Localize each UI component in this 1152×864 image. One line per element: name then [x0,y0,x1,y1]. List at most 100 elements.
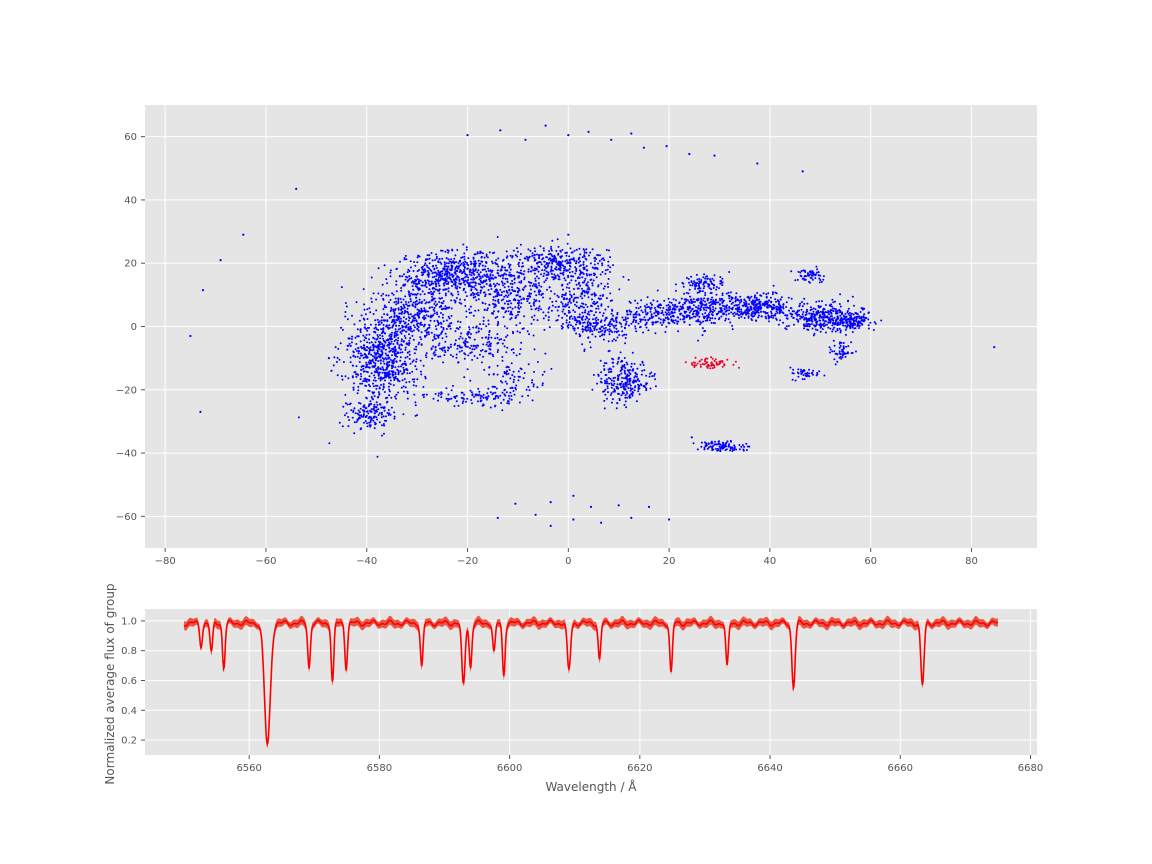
scatter-point [663,299,666,302]
scatter-point [476,271,479,274]
scatter-point [369,323,372,326]
scatter-point [376,318,379,321]
scatter-point [809,273,812,276]
scatter-point [529,284,532,287]
scatter-point [405,364,407,367]
scatter-point [791,378,794,381]
scatter-point [388,334,391,337]
scatter-point [509,268,512,271]
scatter-point [603,390,606,393]
scatter-point [377,360,380,362]
scatter-point [492,373,495,375]
scatter-point [408,339,411,342]
scatter-point [602,312,605,315]
scatter-point [624,337,627,339]
scatter-point [799,315,802,318]
scatter-point [497,341,500,344]
scatter-point [716,449,719,452]
scatter-point [562,308,565,311]
scatter-point [402,303,405,306]
scatter-point [424,354,427,357]
scatter-point [485,253,488,256]
scatter-point [518,307,521,310]
scatter-point [705,309,708,312]
scatter-point [810,323,813,325]
scatter-point [381,283,384,286]
scatter-point [656,300,659,303]
scatter-point [563,294,565,296]
scatter-point [405,330,407,333]
scatter-point [430,293,433,296]
scatter-point [407,305,409,307]
scatter-point [384,332,386,335]
scatter-point [522,377,525,380]
scatter-point [697,284,700,287]
scatter-point [836,316,839,319]
scatter-point [441,302,444,305]
scatter-point [604,393,607,396]
scatter-point [480,256,483,259]
scatter-point [378,421,381,424]
scatter-point [585,251,588,254]
scatter-point [384,368,387,371]
scatter-point [446,307,449,309]
scatter-point [444,332,447,335]
scatter-point [841,320,844,323]
scatter-point [366,425,369,428]
scatter-point [423,309,426,312]
scatter-point [743,317,746,319]
scatter-point [447,265,450,268]
scatter-point [850,318,853,321]
scatter-point [493,306,496,309]
scatter-point [788,309,791,312]
scatter-point [697,304,700,307]
scatter-point [363,344,366,347]
scatter-point [642,385,645,388]
scatter-point [704,312,707,315]
scatter-point [850,341,853,344]
scatter-point [368,415,371,418]
scatter-point [821,300,823,303]
scatter-point [699,287,702,290]
scatter-point [508,397,511,400]
scatter-point [587,296,590,299]
scatter-point [532,269,535,272]
scatter-point [516,247,518,250]
scatter-point [459,264,462,267]
scatter-point [532,334,535,337]
scatter-point [406,311,409,314]
scatter-point [712,279,715,282]
scatter-point [453,257,456,260]
scatter-point [388,316,391,319]
scatter-point [649,387,652,390]
scatter-point [543,269,546,272]
scatter-point [581,281,584,284]
scatter-point [400,287,403,289]
scatter-point [574,279,577,282]
scatter-point [608,382,610,385]
scatter-point [570,258,573,261]
scatter-point [565,298,568,300]
scatter-point [349,356,352,359]
scatter-point [604,388,607,391]
scatter-point [383,371,386,374]
scatter-point [808,325,811,328]
scatter-point [437,392,440,395]
scatter-point [828,313,831,316]
scatter-point [474,295,477,298]
scatter-point [413,293,416,296]
scatter-point [476,291,479,294]
scatter-point [620,372,623,375]
scatter-point [520,280,523,283]
scatter-point [571,317,574,320]
scatter-point [483,285,486,288]
scatter-point [498,338,501,341]
scatter-point [577,257,580,260]
scatter-point [378,348,381,351]
scatter-point [803,327,805,330]
scatter-point [537,270,540,273]
scatter-point [525,297,528,300]
scatter-point [745,311,748,314]
scatter-point [370,297,373,300]
scatter-point [436,279,439,282]
